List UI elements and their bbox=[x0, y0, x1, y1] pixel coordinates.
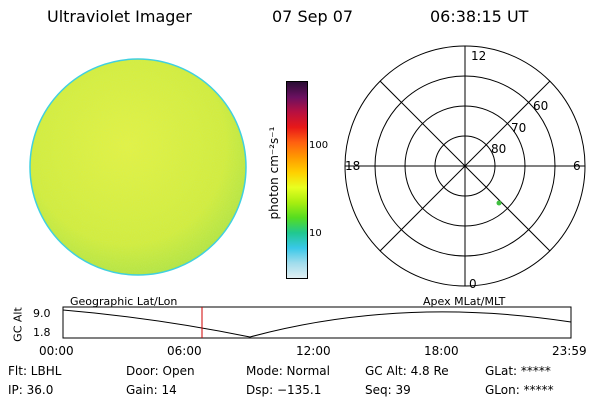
glon-status: GLon: ***** bbox=[485, 383, 554, 397]
colorbar-tick-10: 10 bbox=[309, 228, 322, 239]
lat-label-70: 70 bbox=[511, 121, 526, 135]
glat-status: GLat: ***** bbox=[485, 364, 551, 378]
polar-mlt-grid: 12 18 6 0 60 70 80 bbox=[344, 45, 586, 291]
mlt-label-0: 0 bbox=[469, 277, 477, 291]
app-title: Ultraviolet Imager bbox=[47, 7, 192, 26]
time-tick-0000: 00:00 bbox=[39, 344, 74, 358]
satellite-position-marker bbox=[496, 200, 502, 206]
door-status: Door: Open bbox=[126, 364, 195, 378]
colorbar-tick-100: 100 bbox=[309, 140, 329, 151]
uv-globe-image bbox=[29, 58, 247, 276]
polar-diagonal-b bbox=[379, 80, 551, 252]
altitude-curve bbox=[62, 309, 572, 338]
mlt-label-12: 12 bbox=[471, 49, 486, 63]
apex-caption: Apex MLat/MLT bbox=[423, 295, 506, 308]
ip-status: IP: 36.0 bbox=[8, 383, 54, 397]
filter-status: Flt: LBHL bbox=[8, 364, 62, 378]
time-tick-1200: 12:00 bbox=[296, 344, 331, 358]
time-tick-1800: 18:00 bbox=[424, 344, 459, 358]
mode-status: Mode: Normal bbox=[246, 364, 330, 378]
globe-texture bbox=[31, 60, 245, 274]
timeline-frame bbox=[62, 306, 572, 339]
lat-label-80: 80 bbox=[491, 142, 506, 156]
mlt-label-6: 6 bbox=[573, 159, 581, 173]
colorbar-unit-label: photon cm⁻²s⁻¹ bbox=[267, 126, 281, 220]
time-tick-0600: 06:00 bbox=[167, 344, 202, 358]
timeline-ymax: 9.0 bbox=[33, 307, 51, 320]
gain-status: Gain: 14 bbox=[126, 383, 177, 397]
timeline-axis-title: GC Alt bbox=[11, 307, 25, 342]
date-label: 07 Sep 07 bbox=[272, 7, 354, 26]
mlt-label-18: 18 bbox=[345, 159, 360, 173]
gc-alt-status: GC Alt: 4.8 Re bbox=[365, 364, 449, 378]
time-tick-2359: 23:59 bbox=[552, 344, 587, 358]
lat-label-60: 60 bbox=[533, 99, 548, 113]
timeline-plot bbox=[62, 306, 572, 339]
seq-status: Seq: 39 bbox=[365, 383, 411, 397]
dsp-status: Dsp: −135.1 bbox=[246, 383, 322, 397]
timeline-ymin: 1.8 bbox=[33, 326, 51, 339]
color-scale-bar bbox=[286, 81, 308, 279]
geographic-caption: Geographic Lat/Lon bbox=[70, 295, 178, 308]
time-label: 06:38:15 UT bbox=[430, 7, 529, 26]
